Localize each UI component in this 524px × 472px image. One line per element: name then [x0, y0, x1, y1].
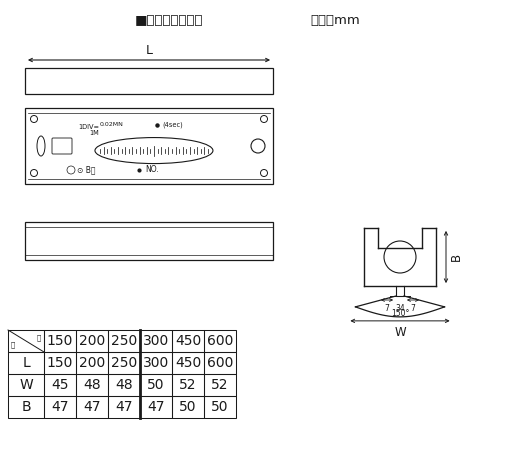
Text: 250: 250	[111, 356, 137, 370]
Text: L: L	[22, 356, 30, 370]
Text: 200: 200	[79, 334, 105, 348]
Text: 48: 48	[115, 378, 133, 392]
Text: B: B	[450, 253, 463, 261]
Text: ■寸法図（概略）: ■寸法図（概略）	[135, 14, 203, 27]
Text: 7: 7	[411, 304, 416, 313]
Text: 47: 47	[115, 400, 133, 414]
Text: ⊙ B級: ⊙ B級	[77, 166, 95, 175]
Text: 150°: 150°	[391, 309, 409, 318]
Text: 0.02MN: 0.02MN	[100, 122, 124, 127]
Text: 48: 48	[83, 378, 101, 392]
Text: 52: 52	[179, 378, 196, 392]
Text: 34: 34	[395, 304, 405, 313]
Text: W: W	[19, 378, 33, 392]
Text: 450: 450	[175, 334, 201, 348]
Text: 47: 47	[147, 400, 165, 414]
Text: 150: 150	[47, 334, 73, 348]
Text: 250: 250	[111, 334, 137, 348]
Text: 300: 300	[143, 334, 169, 348]
Text: 1DIV=: 1DIV=	[78, 124, 99, 130]
Text: 50: 50	[211, 400, 229, 414]
Text: (4sec): (4sec)	[162, 122, 183, 128]
Text: び: び	[11, 341, 15, 348]
Text: 300: 300	[143, 356, 169, 370]
Text: 47: 47	[51, 400, 69, 414]
Text: 型: 型	[37, 334, 41, 341]
Text: 47: 47	[83, 400, 101, 414]
Text: 7: 7	[385, 304, 389, 313]
Text: 単位：mm: 単位：mm	[310, 14, 360, 27]
Text: 150: 150	[47, 356, 73, 370]
Text: 45: 45	[51, 378, 69, 392]
Text: W: W	[394, 326, 406, 339]
Text: NO.: NO.	[145, 166, 159, 175]
Text: 50: 50	[147, 378, 165, 392]
Text: 1M: 1M	[89, 130, 99, 136]
Text: 600: 600	[207, 334, 233, 348]
Text: 450: 450	[175, 356, 201, 370]
Text: 200: 200	[79, 356, 105, 370]
Text: L: L	[146, 44, 152, 57]
Text: 50: 50	[179, 400, 196, 414]
Text: B: B	[21, 400, 31, 414]
Text: 600: 600	[207, 356, 233, 370]
Text: 52: 52	[211, 378, 229, 392]
